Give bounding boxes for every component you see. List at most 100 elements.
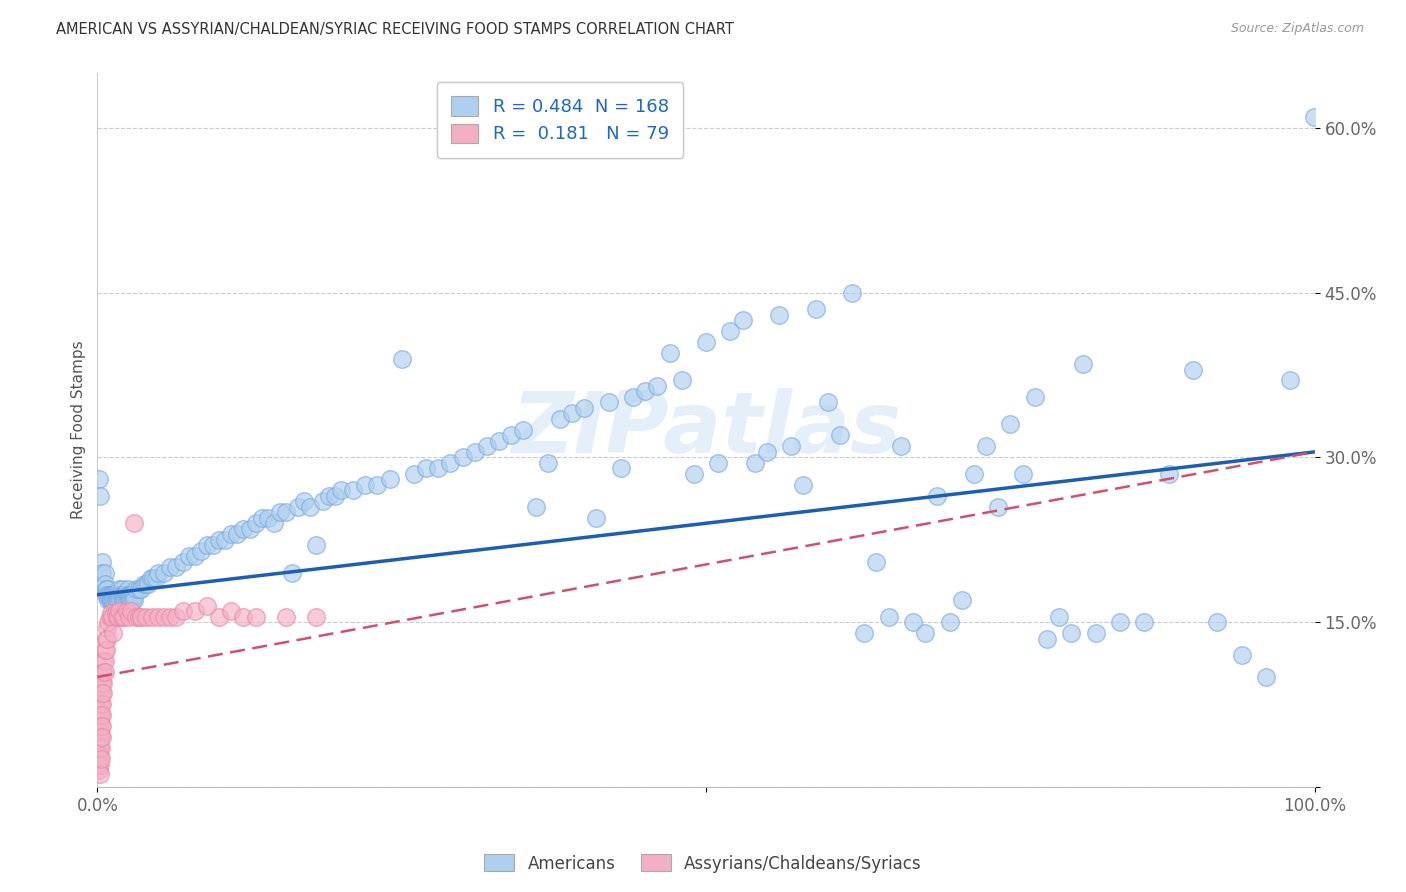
Point — [537, 456, 560, 470]
Point — [172, 555, 194, 569]
Point — [110, 588, 132, 602]
Point — [132, 576, 155, 591]
Point — [647, 379, 669, 393]
Point — [402, 467, 425, 481]
Point — [101, 609, 124, 624]
Point — [107, 609, 129, 624]
Legend: R = 0.484  N = 168, R =  0.181   N = 79: R = 0.484 N = 168, R = 0.181 N = 79 — [437, 82, 683, 158]
Point — [974, 439, 997, 453]
Point — [100, 588, 122, 602]
Point — [768, 308, 790, 322]
Point — [114, 593, 136, 607]
Point — [128, 582, 150, 596]
Point — [91, 719, 114, 733]
Point — [281, 566, 304, 580]
Point — [107, 593, 129, 607]
Point — [121, 593, 143, 607]
Point — [90, 675, 112, 690]
Point — [87, 719, 110, 733]
Point — [115, 593, 138, 607]
Point — [87, 738, 110, 752]
Point — [87, 764, 110, 778]
Point — [1109, 615, 1132, 629]
Point — [120, 588, 142, 602]
Point — [89, 705, 111, 719]
Point — [391, 351, 413, 366]
Point — [166, 560, 188, 574]
Point — [101, 626, 124, 640]
Point — [755, 445, 778, 459]
Point — [142, 571, 165, 585]
Point — [91, 555, 114, 569]
Point — [93, 566, 115, 580]
Point — [91, 731, 114, 745]
Point — [128, 609, 150, 624]
Point — [245, 609, 267, 624]
Point — [91, 698, 114, 712]
Point — [219, 604, 242, 618]
Point — [111, 588, 134, 602]
Point — [598, 395, 620, 409]
Point — [488, 434, 510, 448]
Point — [274, 609, 297, 624]
Point — [877, 609, 900, 624]
Point — [853, 626, 876, 640]
Point — [93, 642, 115, 657]
Point — [93, 665, 115, 679]
Point — [91, 566, 114, 580]
Point — [97, 615, 120, 629]
Point — [93, 686, 115, 700]
Point — [96, 582, 118, 596]
Point — [780, 439, 803, 453]
Point — [634, 384, 657, 399]
Point — [110, 593, 132, 607]
Point — [104, 588, 127, 602]
Point — [329, 483, 352, 498]
Point — [108, 582, 131, 596]
Point — [91, 675, 114, 690]
Point — [159, 609, 181, 624]
Point — [208, 609, 231, 624]
Point — [89, 489, 111, 503]
Point — [427, 461, 450, 475]
Point — [219, 527, 242, 541]
Point — [1181, 362, 1204, 376]
Point — [120, 593, 142, 607]
Point — [135, 609, 157, 624]
Point — [166, 609, 188, 624]
Text: ZIPatlas: ZIPatlas — [510, 388, 901, 471]
Point — [890, 439, 912, 453]
Point — [111, 588, 134, 602]
Legend: Americans, Assyrians/Chaldeans/Syriacs: Americans, Assyrians/Chaldeans/Syriacs — [478, 847, 928, 880]
Point — [950, 593, 973, 607]
Point — [125, 609, 148, 624]
Point — [104, 593, 127, 607]
Point — [195, 599, 218, 613]
Point — [91, 686, 114, 700]
Point — [153, 566, 176, 580]
Point — [354, 478, 377, 492]
Point — [901, 615, 924, 629]
Point — [103, 588, 125, 602]
Y-axis label: Receiving Food Stamps: Receiving Food Stamps — [72, 341, 86, 519]
Point — [101, 588, 124, 602]
Point — [94, 588, 117, 602]
Point — [439, 456, 461, 470]
Point — [744, 456, 766, 470]
Point — [89, 714, 111, 728]
Point — [101, 593, 124, 607]
Point — [1084, 626, 1107, 640]
Point — [159, 560, 181, 574]
Text: AMERICAN VS ASSYRIAN/CHALDEAN/SYRIAC RECEIVING FOOD STAMPS CORRELATION CHART: AMERICAN VS ASSYRIAN/CHALDEAN/SYRIAC REC… — [56, 22, 734, 37]
Point — [135, 576, 157, 591]
Point — [138, 576, 160, 591]
Point — [122, 593, 145, 607]
Point — [112, 588, 135, 602]
Point — [695, 334, 717, 349]
Point — [1073, 357, 1095, 371]
Point — [475, 439, 498, 453]
Point — [238, 522, 260, 536]
Point — [115, 588, 138, 602]
Point — [963, 467, 986, 481]
Point — [804, 302, 827, 317]
